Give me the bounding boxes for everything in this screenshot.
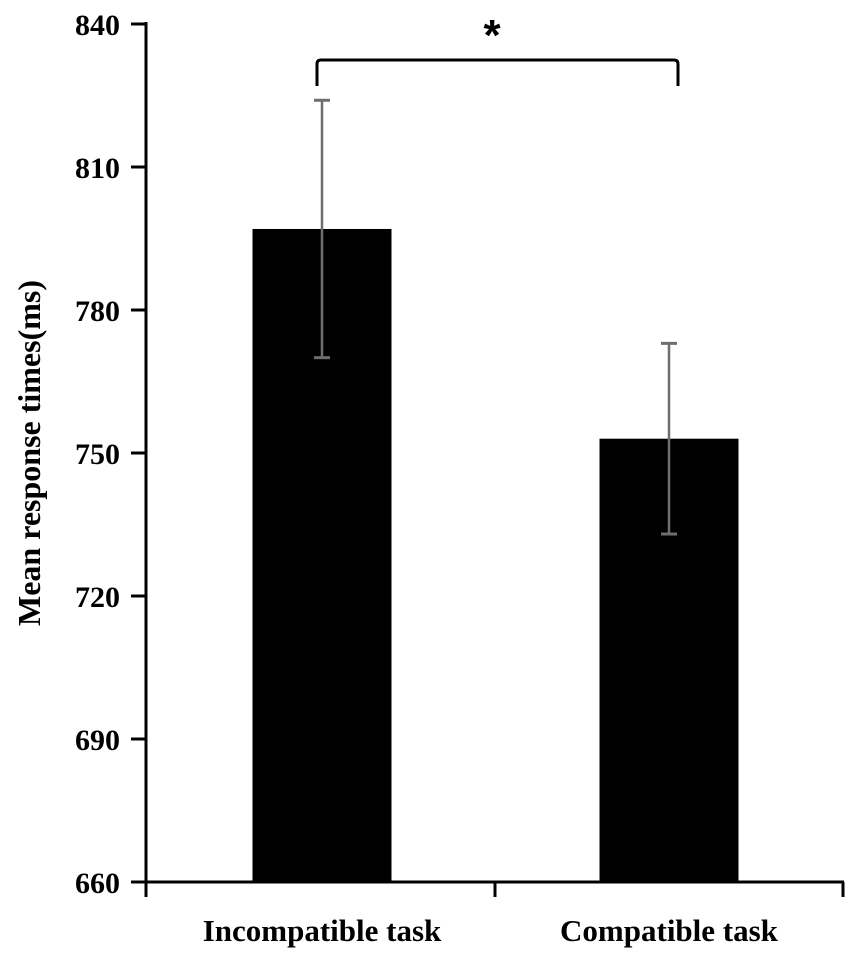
y-axis-ticks: 660 690 720 750 780 810 840 <box>75 9 146 900</box>
y-tick-label: 810 <box>75 152 120 185</box>
y-tick-label: 840 <box>75 9 120 42</box>
y-tick-label: 750 <box>75 438 120 471</box>
y-tick-label: 660 <box>75 867 120 900</box>
y-axis-title: Mean response times(ms) <box>11 280 47 626</box>
significance-bracket <box>315 58 680 86</box>
bars <box>252 228 739 882</box>
y-tick-label: 690 <box>75 724 120 757</box>
significance-star: * <box>483 11 501 60</box>
x-category-label: Compatible task <box>560 913 779 948</box>
y-tick-label: 780 <box>75 295 120 328</box>
error-bars <box>314 98 677 536</box>
x-category-label: Incompatible task <box>203 913 442 948</box>
y-tick-label: 720 <box>75 581 120 614</box>
